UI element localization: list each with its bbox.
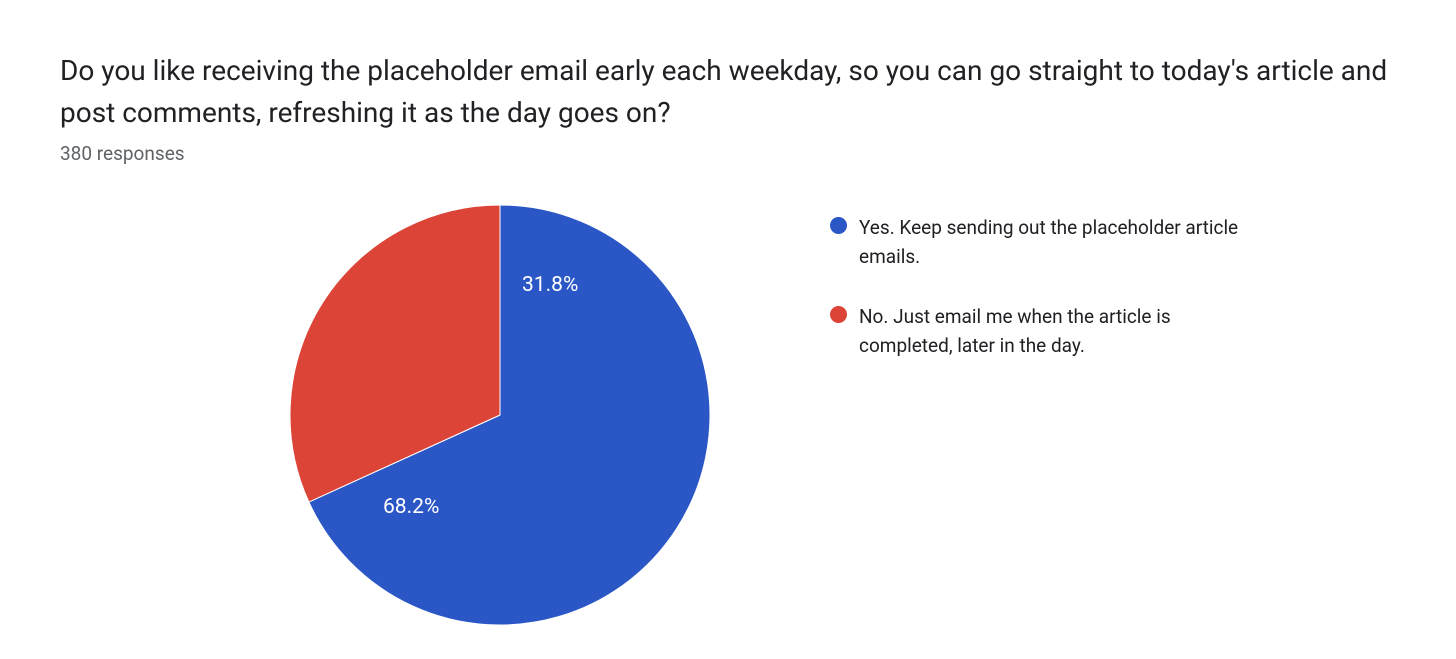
pie-svg — [290, 205, 710, 625]
legend-text-0: Yes. Keep sending out the placeholder ar… — [859, 213, 1259, 272]
chart-title: Do you like receiving the placeholder em… — [60, 50, 1396, 134]
legend-text-1: No. Just email me when the article is co… — [859, 302, 1259, 361]
legend-item-1: No. Just email me when the article is co… — [830, 302, 1259, 361]
pie-chart: 68.2% 31.8% — [290, 205, 710, 625]
pie-label-1: 31.8% — [522, 273, 578, 297]
response-count: 380 responses — [60, 142, 1396, 165]
legend: Yes. Keep sending out the placeholder ar… — [830, 205, 1259, 361]
legend-swatch-0 — [830, 217, 847, 234]
chart-area: 68.2% 31.8% Yes. Keep sending out the pla… — [60, 205, 1396, 625]
legend-swatch-1 — [830, 306, 847, 323]
pie-label-0: 68.2% — [383, 495, 439, 519]
legend-item-0: Yes. Keep sending out the placeholder ar… — [830, 213, 1259, 272]
